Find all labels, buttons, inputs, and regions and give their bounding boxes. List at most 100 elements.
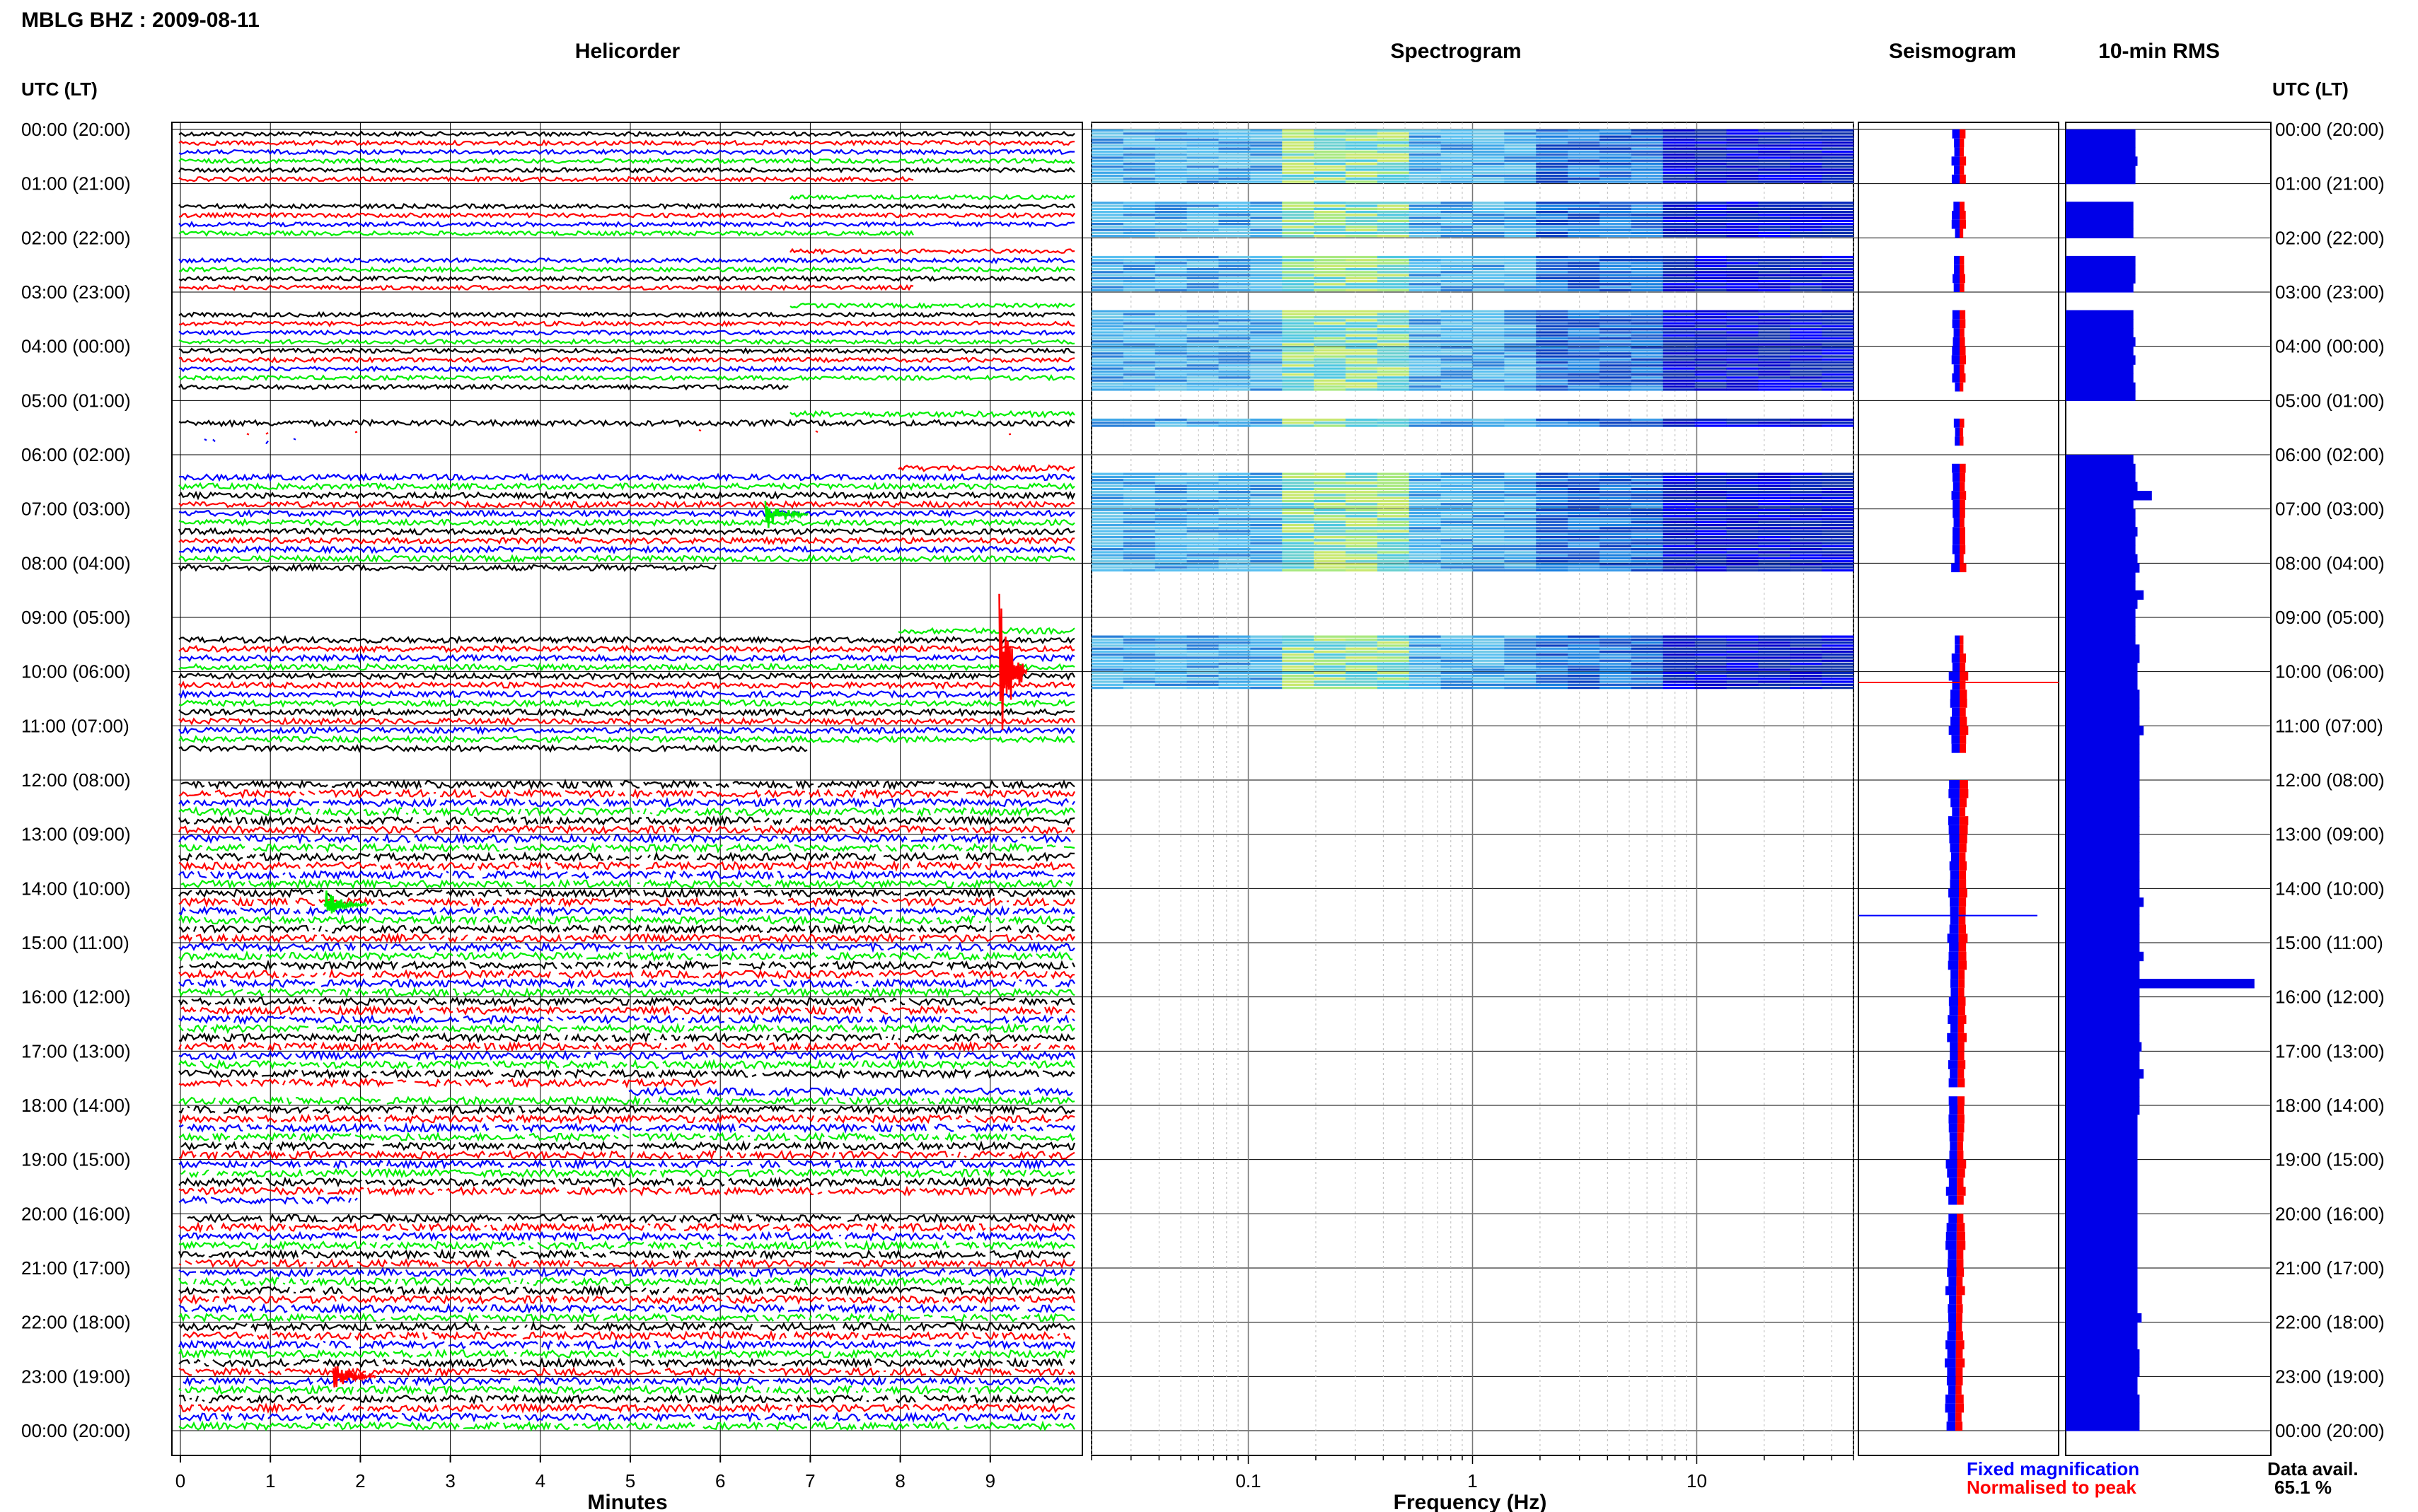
rms-bar xyxy=(2066,328,2134,338)
trace-row xyxy=(178,166,1075,174)
trace-row xyxy=(898,463,1075,473)
rms-bar xyxy=(2066,482,2138,492)
time-label-left: 11:00 (07:00) xyxy=(21,715,129,736)
rms-bar xyxy=(2066,508,2136,519)
trace-row xyxy=(178,1348,1075,1360)
trace-row xyxy=(178,851,1075,863)
rms-bar xyxy=(2066,726,2144,735)
time-label-left: 05:00 (01:00) xyxy=(21,390,131,411)
trace-row xyxy=(178,1022,1075,1035)
trace-row xyxy=(178,1320,1075,1333)
time-label-right: 04:00 (00:00) xyxy=(2275,336,2385,357)
trace-row xyxy=(178,1231,1075,1243)
time-label-right: 08:00 (04:00) xyxy=(2275,552,2385,574)
rms-bar xyxy=(2066,644,2140,654)
rms-bar xyxy=(2066,707,2140,718)
time-label-left: 00:00 (20:00) xyxy=(21,1420,131,1441)
time-label-right: 00:00 (20:00) xyxy=(2275,1420,2385,1441)
trace-row xyxy=(178,1276,1075,1288)
trace-row xyxy=(178,653,1075,663)
trace-row xyxy=(178,896,1075,908)
rms-bar xyxy=(2066,897,2144,907)
rms-bar xyxy=(2066,1187,2138,1197)
trace-row xyxy=(178,1339,1076,1351)
rms-bar xyxy=(2066,572,2136,582)
rms-bar xyxy=(2066,1150,2138,1161)
rms-bar xyxy=(2066,156,2138,166)
time-label-left: 16:00 (12:00) xyxy=(21,987,131,1008)
helicorder-traces xyxy=(178,130,1076,1432)
time-label-left: 17:00 (13:00) xyxy=(21,1040,131,1062)
seismogram-title: Seismogram xyxy=(1889,40,2016,63)
trace-row xyxy=(789,248,1075,255)
trace-row xyxy=(179,1251,1075,1258)
trace-row xyxy=(178,735,1075,744)
rms-bar xyxy=(2066,1105,2140,1115)
trace-row xyxy=(178,1077,717,1089)
minute-tick-label: 2 xyxy=(355,1470,365,1491)
rms-bar xyxy=(2066,1277,2138,1287)
time-label-right: 22:00 (18:00) xyxy=(2275,1312,2385,1333)
trace-row xyxy=(178,987,1075,999)
rms-bar xyxy=(2066,518,2136,528)
trace-row xyxy=(178,347,1075,355)
minute-tick-label: 6 xyxy=(715,1470,725,1491)
trace-row xyxy=(178,1366,1075,1378)
rms-bar xyxy=(2066,1268,2138,1278)
rms-bar xyxy=(2066,906,2140,917)
time-label-left: 18:00 (14:00) xyxy=(21,1095,131,1116)
trace-row xyxy=(179,284,914,291)
minute-tick-label: 7 xyxy=(805,1470,815,1491)
time-label-right: 23:00 (19:00) xyxy=(2275,1366,2385,1387)
rms-bar xyxy=(2066,1340,2138,1350)
rms-bar xyxy=(2066,1304,2138,1314)
rms-bar xyxy=(2066,1403,2140,1414)
availability-value: 65.1 % xyxy=(2274,1477,2332,1498)
trace-row xyxy=(178,914,1075,926)
time-label-left: 22:00 (18:00) xyxy=(21,1312,131,1333)
trace-row xyxy=(178,418,1075,428)
rms-bar xyxy=(2066,1385,2138,1395)
rms-bar xyxy=(2066,1349,2140,1359)
rms-bar xyxy=(2066,1394,2140,1405)
trace-row xyxy=(178,1185,1075,1197)
rms-bar xyxy=(2066,599,2138,609)
figure-title: MBLG BHZ : 2009-08-11 xyxy=(21,8,260,32)
utc-heading-right: UTC (LT) xyxy=(2272,78,2349,100)
trace-row xyxy=(178,1312,1075,1324)
trace-row xyxy=(178,356,1075,364)
trace-row xyxy=(178,635,1075,645)
rms-bar xyxy=(2066,563,2140,573)
time-label-right: 17:00 (13:00) xyxy=(2275,1040,2385,1062)
rms-bar xyxy=(2066,1259,2138,1269)
rms-bar xyxy=(2066,653,2140,663)
time-label-right: 05:00 (01:00) xyxy=(2275,390,2385,411)
rms-bar xyxy=(2066,355,2136,365)
rms-bar xyxy=(2066,888,2140,898)
trace-row xyxy=(178,689,1075,699)
rms-bar xyxy=(2066,1231,2138,1242)
rms-bar xyxy=(2066,1033,2140,1043)
rms-bar xyxy=(2066,499,2134,510)
trace-row xyxy=(178,796,1075,809)
trace-row xyxy=(178,707,1075,717)
rms-bar xyxy=(2066,1114,2138,1124)
seismogram-trace xyxy=(1858,129,2059,1431)
trace-row xyxy=(178,490,1076,501)
trace-row xyxy=(178,1049,1076,1062)
spectrogram-title: Spectrogram xyxy=(1390,40,1521,63)
minute-tick-label: 0 xyxy=(175,1470,185,1491)
trace-row xyxy=(178,1113,1075,1125)
rms-bar xyxy=(2066,373,2134,383)
trace-row xyxy=(178,1393,1075,1405)
time-label-left: 08:00 (04:00) xyxy=(21,552,131,574)
minute-tick-label: 1 xyxy=(265,1470,275,1491)
rms-bar xyxy=(2066,1421,2140,1431)
availability-label: Data avail. xyxy=(2267,1458,2359,1479)
time-label-right: 14:00 (10:00) xyxy=(2275,878,2385,899)
trace-row xyxy=(178,554,1075,564)
rms-bar xyxy=(2066,924,2140,934)
time-label-right: 15:00 (11:00) xyxy=(2275,932,2383,953)
trace-row xyxy=(178,274,1075,282)
rms-bar xyxy=(2066,1367,2140,1377)
